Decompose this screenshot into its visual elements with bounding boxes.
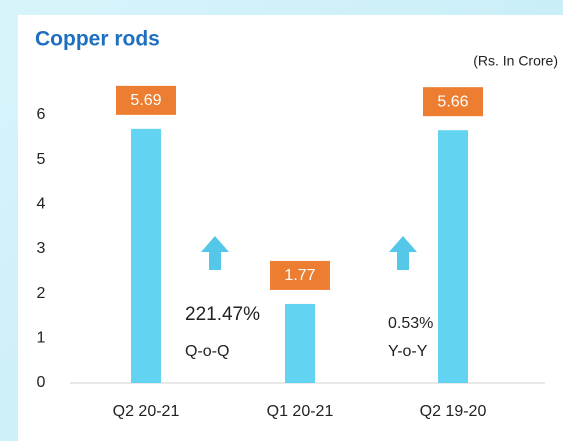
up-arrow	[201, 236, 229, 270]
change-label: Q-o-Q	[185, 343, 229, 360]
bar	[285, 303, 315, 383]
value-label-box	[270, 260, 330, 290]
value-label: 5.66	[437, 93, 468, 110]
value-label: 1.77	[284, 267, 315, 284]
value-label: 5.69	[130, 92, 161, 109]
x-tick-label: Q2 19-20	[420, 403, 487, 420]
unit-label: (Rs. In Crore)	[473, 53, 558, 69]
y-tick-label: 0	[37, 374, 46, 391]
y-tick-label: 4	[37, 196, 46, 213]
bar	[438, 130, 468, 383]
change-value: 0.53%	[388, 315, 433, 332]
value-label-box	[116, 85, 176, 115]
change-label: Y-o-Y	[388, 343, 428, 360]
y-tick-label: 3	[37, 240, 46, 257]
y-tick-label: 5	[37, 151, 46, 168]
y-tick-label: 1	[37, 330, 46, 347]
bar	[131, 128, 161, 383]
change-value: 221.47%	[185, 304, 260, 325]
x-tick-label: Q1 20-21	[267, 403, 334, 420]
x-tick-label: Q2 20-21	[113, 403, 180, 420]
chart-title: Copper rods	[35, 28, 160, 51]
y-tick-label: 2	[37, 285, 46, 302]
value-label-box	[423, 87, 483, 117]
y-tick-label: 6	[37, 106, 46, 123]
up-arrow	[389, 236, 417, 270]
